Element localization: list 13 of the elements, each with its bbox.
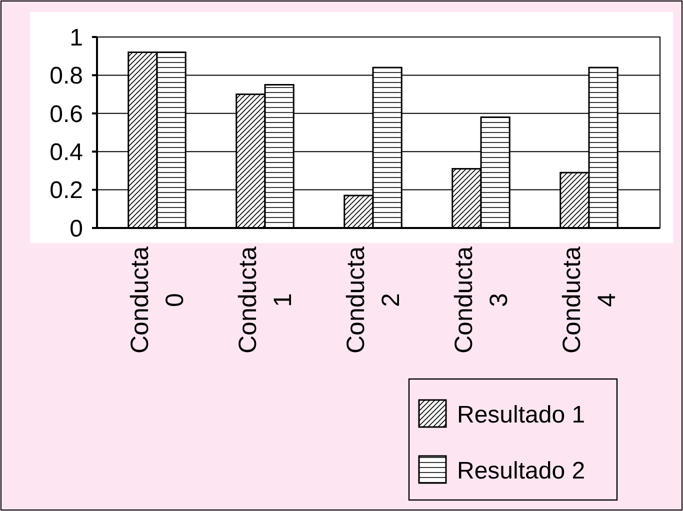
y-tick-label: 0 bbox=[70, 215, 83, 242]
y-tick-label: 1 bbox=[70, 24, 83, 52]
y-tick-label: 0.4 bbox=[50, 139, 83, 166]
x-tick-label: Conducta 0 bbox=[126, 246, 189, 354]
y-tick-label: 0.8 bbox=[50, 62, 83, 90]
x-tick-label: Conducta 3 bbox=[450, 246, 513, 354]
y-tick-label: 0.2 bbox=[50, 177, 83, 204]
legend-label: Resultado 1 bbox=[457, 401, 586, 428]
x-tick-label: Conducta 1 bbox=[234, 246, 297, 354]
x-tick-label: Conducta 2 bbox=[342, 246, 405, 354]
x-tick-label: Conducta 4 bbox=[558, 246, 621, 354]
legend-label: Resultado 2 bbox=[457, 457, 586, 484]
y-tick-label: 0.6 bbox=[50, 100, 83, 128]
